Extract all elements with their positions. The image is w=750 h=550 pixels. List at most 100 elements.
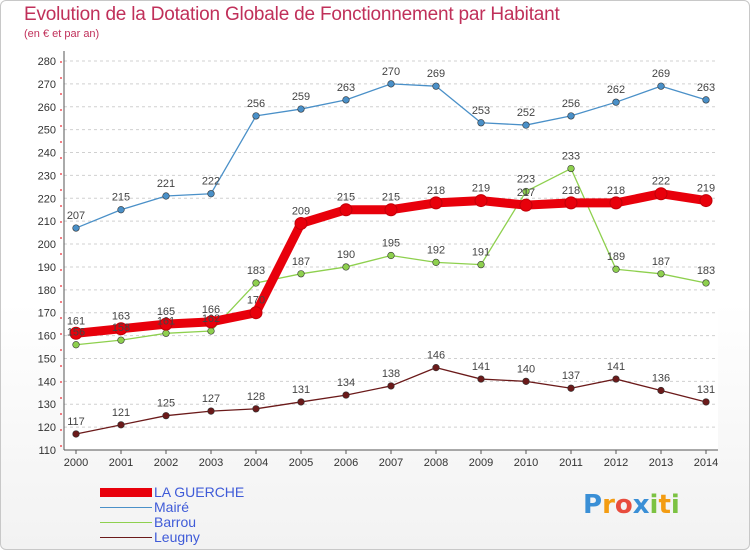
data-label-la-guerche-2004: 170 <box>247 295 265 307</box>
x-tick-label-2008: 2008 <box>424 457 448 469</box>
x-tick-label-2010: 2010 <box>514 457 538 469</box>
point-la-guerche-2001 <box>114 322 128 336</box>
point-mair--2013 <box>657 82 665 90</box>
point-leugny-2008 <box>432 364 440 372</box>
y-tick-label-280: 280 <box>38 56 56 68</box>
logo-letter: i <box>670 490 680 520</box>
point-mair--2000 <box>72 224 80 232</box>
y-tick-label-270: 270 <box>38 79 56 91</box>
point-leugny-2000 <box>72 430 80 438</box>
y-tick-label-110: 110 <box>38 445 56 457</box>
data-label-barrou-2010: 223 <box>517 173 535 185</box>
x-tick-label-2014: 2014 <box>694 457 718 469</box>
point-barrou-2012 <box>612 265 620 273</box>
data-label-leugny-2008: 146 <box>427 350 445 362</box>
data-label-la-guerche-2014: 219 <box>697 183 715 195</box>
data-label-la-guerche-2002: 165 <box>157 306 175 318</box>
point-mair--2005 <box>297 105 305 113</box>
legend-swatch-mair- <box>100 507 152 508</box>
point-la-guerche-2011 <box>564 196 578 210</box>
point-la-guerche-2000 <box>69 326 83 340</box>
data-label-la-guerche-2008: 218 <box>427 185 445 197</box>
data-label-leugny-2011: 137 <box>562 370 580 382</box>
data-label-mair--2002: 221 <box>157 178 175 190</box>
data-label-leugny-2014: 131 <box>697 384 715 396</box>
logo-letter: x <box>632 490 650 520</box>
y-tick-label-180: 180 <box>38 285 56 297</box>
point-barrou-2009 <box>477 261 485 269</box>
data-label-la-guerche-2009: 219 <box>472 183 490 195</box>
data-label-leugny-2001: 121 <box>112 407 130 419</box>
point-leugny-2007 <box>387 382 395 390</box>
point-mair--2008 <box>432 82 440 90</box>
point-mair--2003 <box>207 190 215 198</box>
y-tick-label-240: 240 <box>38 148 56 160</box>
point-la-guerche-2010 <box>519 198 533 212</box>
data-label-mair--2013: 269 <box>652 68 670 80</box>
chart-subtitle: (en € et par an) <box>24 28 100 40</box>
data-label-leugny-2003: 127 <box>202 393 220 405</box>
data-label-mair--2014: 263 <box>697 82 715 94</box>
data-label-barrou-2008: 192 <box>427 244 445 256</box>
logo-letter: i <box>649 490 659 520</box>
point-leugny-2012 <box>612 375 620 383</box>
y-tick-label-210: 210 <box>38 216 56 228</box>
y-tick-label-160: 160 <box>38 331 56 343</box>
data-label-barrou-2012: 189 <box>607 251 625 263</box>
logo-letter: o <box>614 490 633 520</box>
point-la-guerche-2013 <box>654 187 668 201</box>
data-label-leugny-2010: 140 <box>517 363 535 375</box>
legend-swatch-leugny <box>100 537 152 538</box>
data-label-mair--2001: 215 <box>112 192 130 204</box>
y-tick-label-120: 120 <box>38 422 56 434</box>
data-label-leugny-2004: 128 <box>247 391 265 403</box>
data-label-barrou-2014: 183 <box>697 265 715 277</box>
point-barrou-2013 <box>657 270 665 278</box>
data-label-la-guerche-2011: 218 <box>562 185 580 197</box>
x-tick-label-2011: 2011 <box>559 457 583 469</box>
point-leugny-2011 <box>567 384 575 392</box>
y-tick-label-260: 260 <box>38 102 56 114</box>
point-la-guerche-2004 <box>249 306 263 320</box>
data-label-la-guerche-2010: 217 <box>517 187 535 199</box>
point-barrou-2000 <box>72 341 80 349</box>
point-mair--2010 <box>522 121 530 129</box>
data-label-barrou-2001: 158 <box>112 322 130 334</box>
point-mair--2006 <box>342 96 350 104</box>
logo-letter: P <box>583 490 603 520</box>
point-leugny-2004 <box>252 405 260 413</box>
point-barrou-2006 <box>342 263 350 271</box>
point-mair--2007 <box>387 80 395 88</box>
data-label-leugny-2012: 141 <box>607 361 625 373</box>
legend-swatch-barrou <box>100 522 152 523</box>
data-label-la-guerche-2000: 161 <box>67 315 85 327</box>
x-tick-label-2000: 2000 <box>64 457 88 469</box>
data-label-leugny-2007: 138 <box>382 368 400 380</box>
y-tick-label-140: 140 <box>38 376 56 388</box>
data-label-leugny-2006: 134 <box>337 377 355 389</box>
point-barrou-2001 <box>117 336 125 344</box>
point-la-guerche-2003 <box>204 315 218 329</box>
point-barrou-2003 <box>207 327 215 335</box>
x-tick-label-2001: 2001 <box>109 457 133 469</box>
y-tick-label-130: 130 <box>38 399 56 411</box>
point-la-guerche-2014 <box>699 194 713 208</box>
x-tick-label-2005: 2005 <box>289 457 313 469</box>
data-label-mair--2010: 252 <box>517 107 535 119</box>
data-label-mair--2004: 256 <box>247 98 265 110</box>
point-barrou-2014 <box>702 279 710 287</box>
y-tick-label-250: 250 <box>38 125 56 137</box>
point-leugny-2010 <box>522 377 530 385</box>
y-tick-label-150: 150 <box>38 353 56 365</box>
data-label-mair--2009: 253 <box>472 105 490 117</box>
data-label-barrou-2003: 162 <box>202 313 220 325</box>
point-leugny-2001 <box>117 421 125 429</box>
legend-label-leugny: Leugny <box>154 529 200 545</box>
data-label-barrou-2000: 156 <box>67 327 85 339</box>
point-barrou-2007 <box>387 251 395 260</box>
legend-label-barrou: Barrou <box>154 514 197 530</box>
point-leugny-2013 <box>657 386 665 395</box>
point-leugny-2014 <box>702 398 710 406</box>
data-label-la-guerche-2013: 222 <box>652 176 670 188</box>
x-tick-label-2007: 2007 <box>379 457 403 469</box>
